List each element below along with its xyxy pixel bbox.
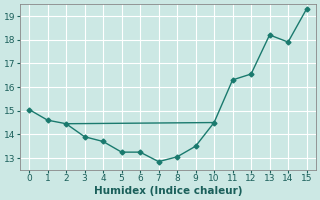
X-axis label: Humidex (Indice chaleur): Humidex (Indice chaleur) — [93, 186, 242, 196]
